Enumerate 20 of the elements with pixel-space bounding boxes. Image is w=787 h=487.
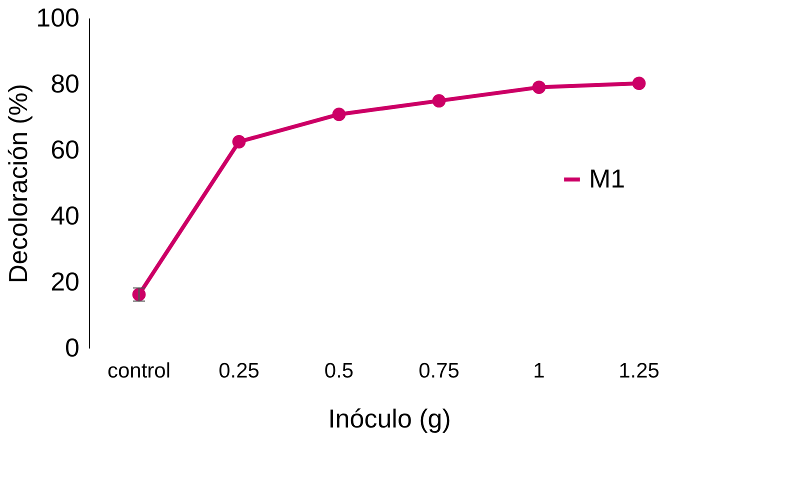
x-tick-label: control [107,360,171,382]
x-tick-label: 0.25 [218,360,260,382]
y-tick-label: 20 [50,266,80,296]
point [232,135,246,148]
y-tick-label: 0 [65,332,80,362]
x-tick-label: 0.75 [418,360,460,382]
point [632,76,646,90]
point [432,94,446,108]
y-tick-label: 80 [50,68,80,98]
x-tick-label: 0.5 [324,360,354,382]
y-tick-label: 60 [50,134,80,164]
x-tick-label: 1 [533,360,545,382]
y-tick-label: 40 [50,200,80,230]
point [532,80,546,94]
x-axis-title: Inóculo (g) [328,404,451,434]
legend-label: M1 [589,164,626,194]
x-tick-label: 1.25 [618,360,660,382]
y-tick-label: 100 [36,2,80,32]
point [332,108,346,122]
y-axis-title: Decoloración (%) [3,84,34,284]
